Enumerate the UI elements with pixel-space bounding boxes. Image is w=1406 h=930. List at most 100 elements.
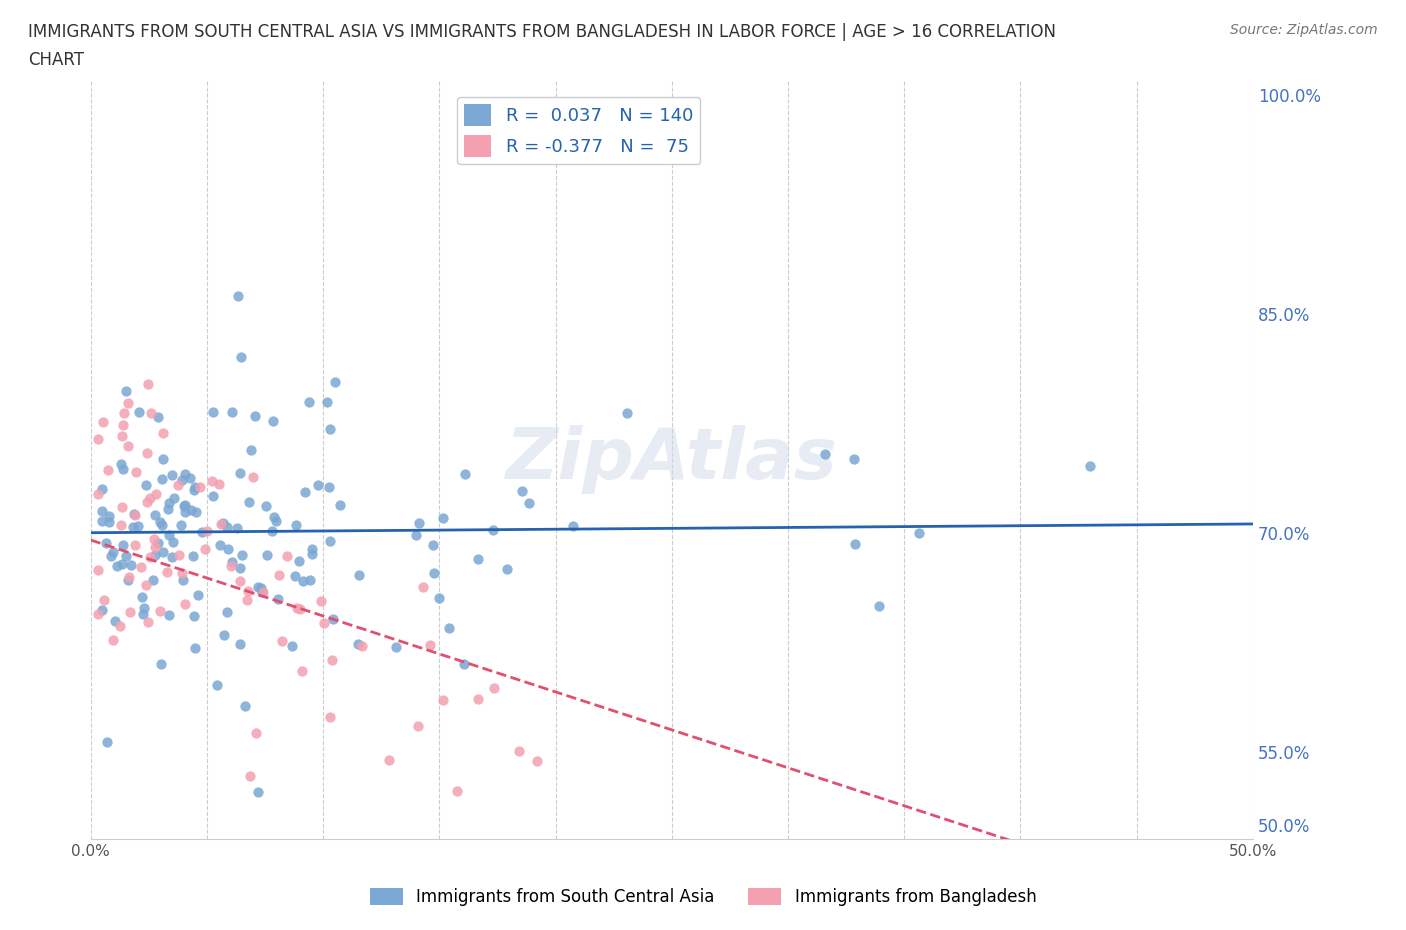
Point <box>252 585 274 600</box>
Point <box>321 652 343 667</box>
Point <box>191 525 214 539</box>
Point <box>432 511 454 525</box>
Point <box>311 593 333 608</box>
Point <box>93 592 115 607</box>
Point <box>111 429 134 444</box>
Point <box>120 557 142 572</box>
Point <box>105 558 128 573</box>
Point <box>93 414 115 429</box>
Point <box>180 502 202 517</box>
Point <box>110 518 132 533</box>
Point <box>174 498 197 512</box>
Point <box>160 467 183 482</box>
Point <box>86 607 108 622</box>
Point <box>526 753 548 768</box>
Point <box>316 394 339 409</box>
Point <box>214 627 236 642</box>
Point <box>187 588 209 603</box>
Point <box>423 565 446 580</box>
Point <box>184 641 207 656</box>
Point <box>152 426 174 441</box>
Point <box>269 567 291 582</box>
Point <box>131 607 153 622</box>
Point <box>221 554 243 569</box>
Point <box>215 520 238 535</box>
Point <box>226 520 249 535</box>
Point <box>219 558 242 573</box>
Point <box>453 657 475 671</box>
Point <box>127 519 149 534</box>
Point <box>179 471 201 485</box>
Point <box>124 538 146 552</box>
Point <box>146 410 169 425</box>
Point <box>143 508 166 523</box>
Point <box>174 466 197 481</box>
Point <box>231 548 253 563</box>
Point <box>467 551 489 566</box>
Point <box>115 384 138 399</box>
Point <box>561 518 583 533</box>
Point <box>446 784 468 799</box>
Point <box>162 550 184 565</box>
Point <box>101 632 124 647</box>
Point <box>347 567 370 582</box>
Point <box>508 744 530 759</box>
Point <box>347 637 370 652</box>
Point <box>406 718 429 733</box>
Point <box>228 466 250 481</box>
Point <box>136 615 159 630</box>
Text: CHART: CHART <box>28 51 84 69</box>
Point <box>242 470 264 485</box>
Point <box>91 603 114 618</box>
Point <box>263 509 285 524</box>
Point <box>98 515 121 530</box>
Point <box>217 542 239 557</box>
Text: ZipAtlas: ZipAtlas <box>506 425 838 494</box>
Point <box>111 538 134 552</box>
Point <box>124 508 146 523</box>
Text: IMMIGRANTS FROM SOUTH CENTRAL ASIA VS IMMIGRANTS FROM BANGLADESH IN LABOR FORCE : IMMIGRANTS FROM SOUTH CENTRAL ASIA VS IM… <box>28 23 1056 41</box>
Point <box>91 482 114 497</box>
Point <box>247 785 270 800</box>
Point <box>243 408 266 423</box>
Point <box>842 451 865 466</box>
Point <box>221 405 243 419</box>
Point <box>454 467 477 482</box>
Point <box>114 549 136 564</box>
Legend: R =  0.037   N = 140, R = -0.377   N =  75: R = 0.037 N = 140, R = -0.377 N = 75 <box>457 97 700 165</box>
Point <box>246 579 269 594</box>
Point <box>148 536 170 551</box>
Point <box>319 422 342 437</box>
Point <box>285 601 308 616</box>
Point <box>111 499 134 514</box>
Point <box>245 725 267 740</box>
Point <box>136 377 159 392</box>
Point <box>208 476 231 491</box>
Point <box>150 472 173 486</box>
Point <box>110 618 132 633</box>
Point <box>117 438 139 453</box>
Point <box>319 710 342 724</box>
Point <box>183 480 205 495</box>
Point <box>174 505 197 520</box>
Point <box>152 545 174 560</box>
Point <box>271 633 294 648</box>
Point <box>419 637 441 652</box>
Point <box>152 451 174 466</box>
Point <box>264 513 287 528</box>
Point <box>118 604 141 619</box>
Point <box>112 462 135 477</box>
Point <box>145 486 167 501</box>
Point <box>405 527 427 542</box>
Point <box>291 663 314 678</box>
Point <box>432 693 454 708</box>
Point <box>148 604 170 618</box>
Point <box>202 405 225 419</box>
Point <box>86 563 108 578</box>
Point <box>150 657 173 671</box>
Point <box>183 483 205 498</box>
Point <box>173 498 195 513</box>
Point <box>163 491 186 506</box>
Text: Source: ZipAtlas.com: Source: ZipAtlas.com <box>1230 23 1378 37</box>
Point <box>134 601 156 616</box>
